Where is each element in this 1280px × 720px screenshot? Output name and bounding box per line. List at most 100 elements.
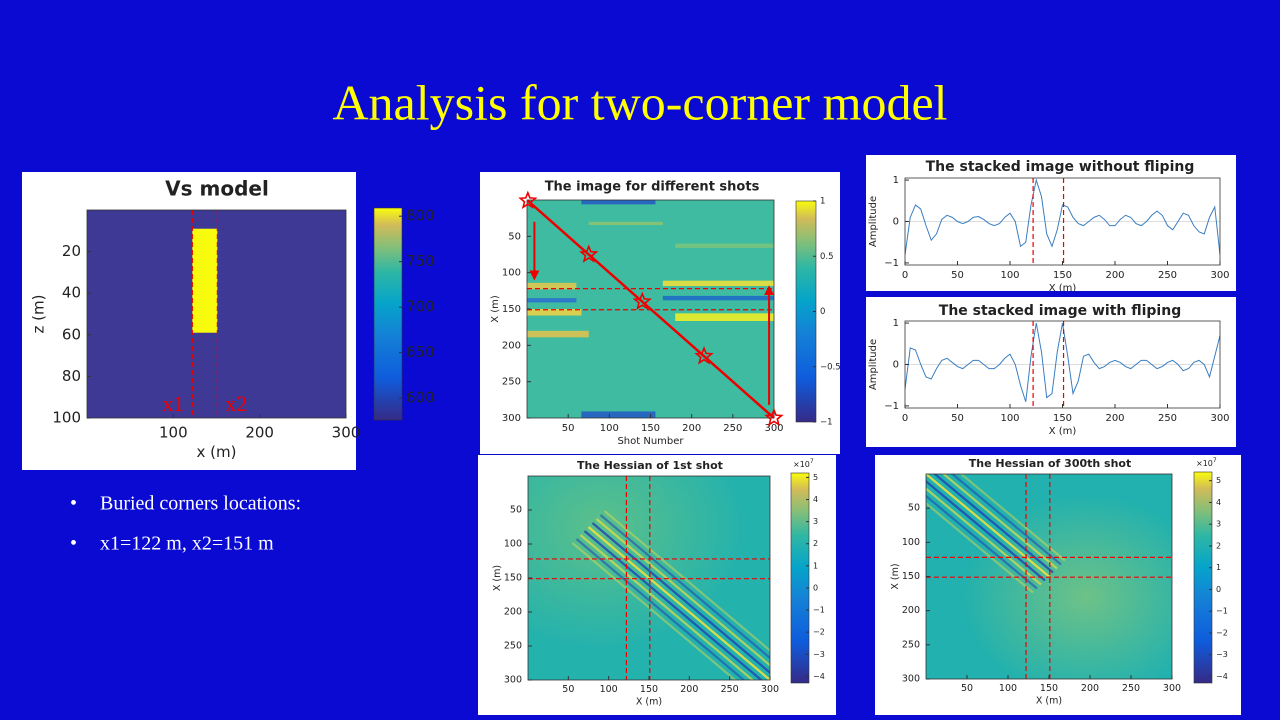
y-tick-label: 250 [502, 377, 521, 388]
colorbar-tick-label: 4 [1216, 498, 1221, 507]
slide-title: Analysis for two-corner model [332, 74, 947, 130]
y-tick-label: 300 [504, 675, 522, 686]
star [579, 244, 599, 263]
y-axis-label: X (m) [890, 563, 901, 589]
x-tick-label: 50 [562, 684, 574, 695]
scale-exp: 7 [1213, 457, 1217, 464]
heatmap-streak [581, 200, 656, 205]
x-tick-label: 250 [721, 684, 739, 695]
x-tick-label: 200 [245, 424, 274, 442]
y-axis-label: Amplitude [868, 339, 879, 390]
plot-area [528, 476, 770, 680]
colorbar-tick-label: −1 [820, 418, 833, 428]
figure: Vs model 100 200 300 20 40 60 80 100 x (m) z (m) 60… [30, 177, 435, 462]
heatmap-streak [581, 411, 656, 418]
heatmap-streak [675, 313, 774, 321]
y-tick-label: 40 [62, 284, 81, 302]
colorbar-tick-label: 4 [813, 495, 818, 504]
figure: The stacked image with fliping 0 50 100 150 2… [868, 303, 1230, 437]
bullet: • [70, 493, 77, 515]
x-tick-label: 100 [1000, 413, 1019, 424]
y-tick-label: 250 [504, 641, 522, 652]
heatmap-streak [527, 282, 577, 290]
chart-title: The Hessian of 300th shot [969, 457, 1132, 470]
scale-base: ×10 [1196, 459, 1213, 468]
star [518, 190, 538, 209]
hessian-stripe [950, 474, 1062, 566]
x-tick-label: 100 [600, 423, 619, 434]
x-tick-label: 50 [951, 270, 964, 281]
y-tick-label: −1 [884, 401, 899, 412]
y-tick-label: 1 [893, 175, 899, 186]
figure: The stacked image without fliping 0 50 100 1… [868, 159, 1230, 294]
x-tick-label: 250 [723, 423, 742, 434]
colorbar-tick-label: −1 [813, 606, 825, 615]
plot-area [87, 210, 346, 418]
colorbar-tick-label: 0 [820, 307, 825, 317]
star [694, 346, 714, 365]
y-tick-label: 150 [504, 573, 522, 584]
x-tick-label: 300 [761, 684, 779, 695]
scale-exp: 7 [810, 458, 814, 465]
x-tick-label: 150 [641, 423, 660, 434]
x-tick-label: 250 [1158, 413, 1177, 424]
heatmap-streak [675, 243, 774, 248]
colorbar-tick-label: 800 [406, 207, 435, 225]
colorbar-tick-label: −3 [1216, 650, 1228, 659]
x-tick-label: 150 [1053, 413, 1072, 424]
colorbar-tick-label: 3 [1216, 520, 1221, 529]
x-tick-label: 250 [1158, 270, 1177, 281]
chart-title: Vs model [165, 177, 269, 201]
y-tick-label: 1 [893, 318, 899, 329]
colorbar-tick-label: −3 [813, 650, 825, 659]
x-tick-label: 100 [159, 424, 188, 442]
y-tick-label: 300 [902, 674, 920, 685]
bullet-text: Buried corners locations: [100, 493, 301, 515]
x-tick-label: 300 [1163, 683, 1181, 694]
colorbar-tick-label: 5 [813, 473, 818, 482]
colorbar-tick-label: −0.5 [820, 362, 841, 372]
bullet: • [70, 533, 77, 555]
panel [866, 155, 1236, 291]
x-tick-label: 50 [562, 423, 575, 434]
x-tick-label: 300 [1210, 413, 1229, 424]
y-tick-label: 100 [504, 539, 522, 550]
colorbar-tick-label: −2 [813, 628, 825, 637]
x-tick-label: 100 [999, 683, 1017, 694]
colorbar-tick-label: 1 [820, 197, 825, 207]
annotation: x1 [162, 391, 184, 416]
colorbar-tick-label: −4 [1216, 672, 1228, 681]
chart-title: The stacked image with fliping [939, 303, 1181, 319]
hessian-stripe [575, 538, 746, 680]
colorbar-tick-label: 0 [1216, 585, 1221, 594]
y-tick-label: 200 [902, 605, 920, 616]
hessian-stripe [591, 522, 770, 675]
x-tick-label: 150 [1040, 683, 1058, 694]
x-axis-label: X (m) [636, 696, 662, 707]
colorbar [790, 472, 810, 684]
heatmap-streak [527, 298, 577, 303]
colorbar [1193, 471, 1213, 684]
hessian-stripe [926, 474, 1050, 578]
plot-area [905, 322, 1220, 402]
colorbar [373, 207, 403, 421]
heatmap-streak [527, 309, 582, 316]
x-tick-label: 200 [1105, 413, 1124, 424]
colorbar-scale: ×107 [793, 458, 814, 469]
diagonal [526, 199, 775, 419]
hessian-stripe [599, 514, 770, 660]
hessian-stripe [926, 501, 1034, 594]
bullet-text: x1=122 m, x2=151 m [100, 533, 274, 555]
hessian-stripe [579, 534, 755, 680]
colorbar-tick-label: 1 [1216, 563, 1221, 572]
heatmap-streak [527, 330, 589, 338]
panel [866, 297, 1236, 447]
x-tick-label: 200 [1081, 683, 1099, 694]
y-axis-label: Amplitude [868, 196, 879, 247]
x-tick-label: 100 [600, 684, 618, 695]
colorbar-tick-label: 650 [406, 343, 435, 361]
y-tick-label: 0 [893, 217, 899, 228]
